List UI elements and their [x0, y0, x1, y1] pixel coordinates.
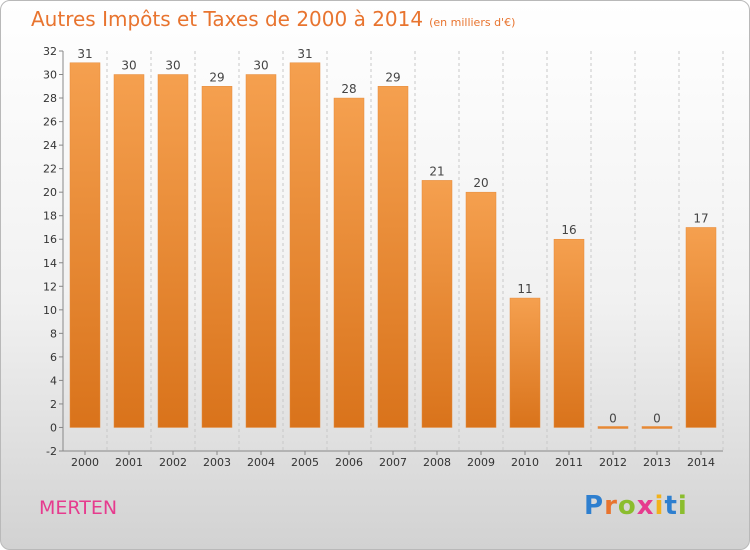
y-tick-label: 24: [43, 139, 57, 152]
x-tick-label: 2014: [687, 456, 715, 469]
logo-letter: o: [617, 491, 637, 521]
x-tick-label: 2010: [511, 456, 539, 469]
x-tick-label: 2009: [467, 456, 495, 469]
y-tick-label: 14: [43, 257, 57, 270]
y-tick-label: 26: [43, 116, 57, 129]
bar-value-label: 30: [121, 59, 136, 73]
y-tick-label: 28: [43, 92, 57, 105]
y-tick-label: -2: [46, 445, 57, 458]
y-tick-label: 4: [50, 374, 57, 387]
y-tick-label: 10: [43, 304, 57, 317]
x-tick-label: 2008: [423, 456, 451, 469]
y-tick-label: 32: [43, 45, 57, 58]
bar: [157, 74, 189, 428]
logo-letter: P: [584, 491, 605, 521]
y-tick-label: 12: [43, 280, 57, 293]
bar: [201, 86, 233, 428]
chart-title: Autres Impôts et Taxes de 2000 à 2014 (en…: [31, 7, 515, 31]
bar: [685, 227, 717, 428]
bar-value-label: 0: [609, 411, 617, 425]
axes: [59, 50, 723, 455]
x-tick-label: 2004: [247, 456, 275, 469]
bar: [465, 191, 497, 428]
bar: [597, 426, 629, 429]
bar-value-label: 0: [653, 411, 661, 425]
y-tick-label: 8: [50, 327, 57, 340]
labels: -202468101214161820222426283032200031200…: [43, 45, 715, 469]
bar-value-label: 28: [341, 82, 356, 96]
x-tick-label: 2007: [379, 456, 407, 469]
chart-unit: (en milliers d'€): [429, 16, 516, 29]
y-tick-label: 20: [43, 186, 57, 199]
chart-title-text: Autres Impôts et Taxes de 2000 à 2014: [31, 7, 424, 31]
bar: [113, 74, 145, 428]
bar-value-label: 30: [253, 59, 268, 73]
bar-value-label: 16: [561, 223, 576, 237]
x-tick-label: 2002: [159, 456, 187, 469]
y-tick-label: 30: [43, 69, 57, 82]
x-tick-label: 2001: [115, 456, 143, 469]
bar: [421, 180, 453, 428]
bar-value-label: 31: [77, 47, 92, 61]
bar: [245, 74, 277, 428]
y-tick-label: 16: [43, 233, 57, 246]
bar-value-label: 31: [297, 47, 312, 61]
y-tick-label: 18: [43, 210, 57, 223]
x-tick-label: 2013: [643, 456, 671, 469]
x-tick-label: 2011: [555, 456, 583, 469]
logo-letter: x: [636, 491, 655, 521]
bar: [553, 238, 585, 428]
y-tick-label: 22: [43, 163, 57, 176]
commune-name: MERTEN: [39, 497, 118, 519]
x-tick-label: 2012: [599, 456, 627, 469]
bar-value-label: 17: [693, 211, 708, 225]
proxiti-logo[interactable]: Proxiti: [584, 491, 688, 521]
y-tick-label: 6: [50, 351, 57, 364]
logo-letter: i: [654, 491, 665, 521]
x-tick-label: 2003: [203, 456, 231, 469]
bar: [333, 97, 365, 428]
bar: [641, 426, 673, 429]
logo-letter: t: [664, 491, 678, 521]
y-tick-label: 2: [50, 398, 57, 411]
logo-letter: i: [677, 491, 688, 521]
bar-value-label: 29: [209, 70, 224, 84]
bar-value-label: 30: [165, 59, 180, 73]
bars: [69, 62, 717, 429]
x-tick-label: 2005: [291, 456, 319, 469]
bar: [289, 62, 321, 428]
bar: [69, 62, 101, 428]
bar-value-label: 21: [429, 164, 444, 178]
bar: [377, 86, 409, 428]
bar-value-label: 29: [385, 70, 400, 84]
y-tick-label: 0: [50, 421, 57, 434]
bar: [509, 297, 541, 428]
logo-letter: r: [604, 491, 618, 521]
bar-value-label: 20: [473, 176, 488, 190]
x-tick-label: 2006: [335, 456, 363, 469]
bar-value-label: 11: [517, 282, 532, 296]
x-tick-label: 2000: [71, 456, 99, 469]
